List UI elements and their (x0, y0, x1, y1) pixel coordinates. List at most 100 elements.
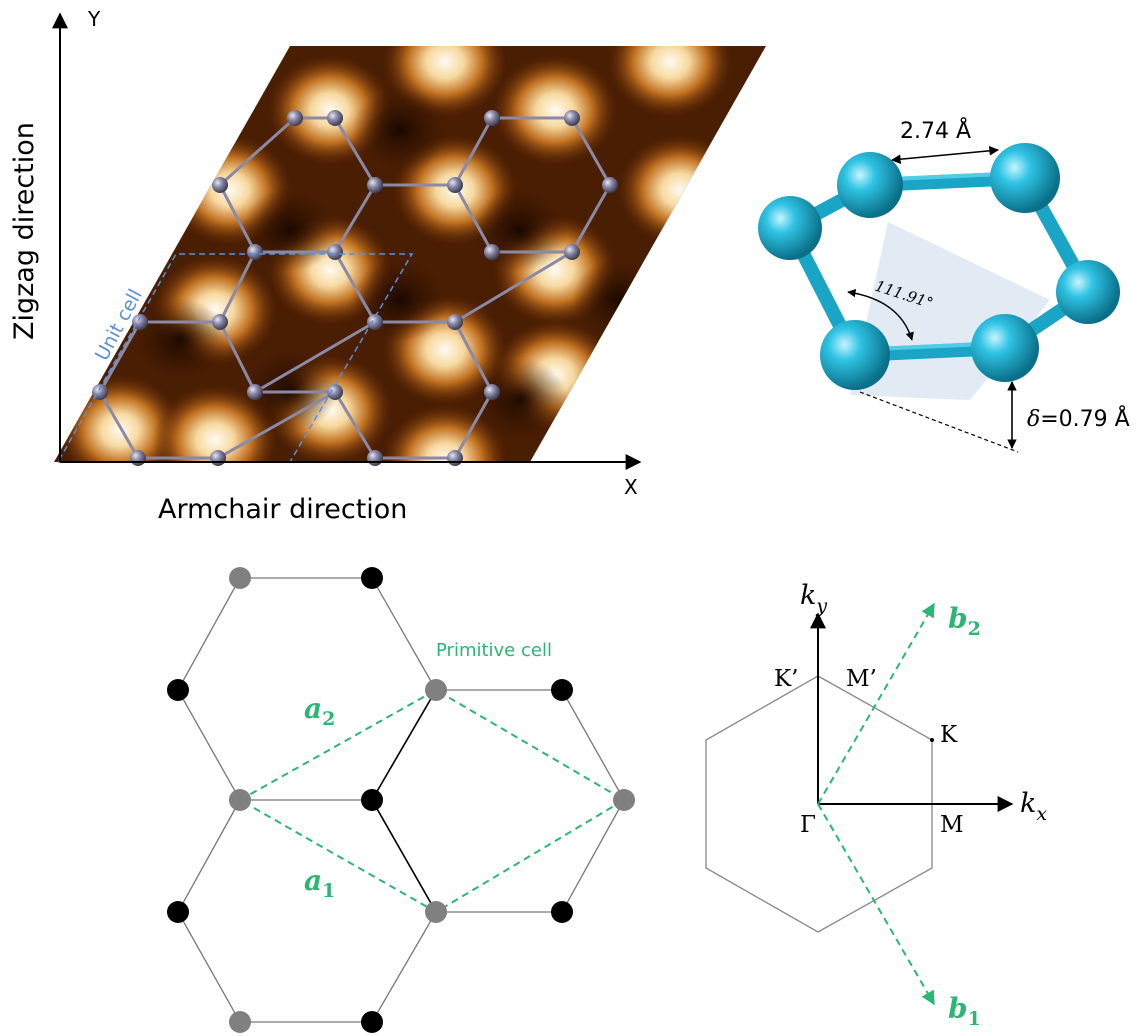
a2-subscript: 2 (322, 708, 335, 730)
central-hexagon-bonds (371, 689, 437, 913)
k-point-label: K (940, 722, 958, 748)
kx-label: kx (1020, 788, 1047, 825)
buckling-reference-line (859, 391, 1019, 453)
atom-black (551, 679, 573, 701)
lattice-bond (453, 117, 494, 186)
lattice-atom (212, 314, 228, 330)
lattice-atom (212, 177, 228, 193)
k-prime-point-label: K’ (774, 666, 799, 692)
stm-bright-spot (493, 55, 617, 165)
stm-bright-spot (153, 385, 277, 462)
gamma-point-label: Γ (800, 812, 816, 838)
stm-lattice-overlay (92, 110, 618, 466)
panel-b-buckled-ring: 2.74 Å 111.91° δ=0.79 Å (758, 117, 1130, 453)
bond-length-arrow (891, 146, 999, 164)
lattice-bond (570, 184, 612, 253)
lattice-atom (327, 244, 343, 260)
lattice-atom (602, 177, 618, 193)
a1-subscript: 1 (322, 880, 335, 902)
lattice-bond (453, 184, 494, 253)
b1-symbol: b (948, 992, 968, 1025)
lattice-atom (247, 244, 263, 260)
lattice-atom (484, 384, 500, 400)
x-axis-label: X (624, 475, 638, 499)
primitive-cell-label: Primitive cell (436, 640, 552, 661)
stm-bright-spot (608, 295, 732, 405)
atom-black (361, 1011, 383, 1033)
atom-black (361, 789, 383, 811)
b1-subscript: 1 (968, 1008, 981, 1030)
atom-black (167, 901, 189, 923)
lattice-atom (447, 314, 463, 330)
stm-dark-spot (472, 188, 568, 272)
lattice-bond (254, 320, 376, 394)
ring-atom (971, 314, 1039, 382)
stm-image (54, 46, 766, 462)
lattice-bond (333, 184, 377, 253)
lattice-atom (210, 450, 226, 466)
lattice-atom (327, 384, 343, 400)
a1-vector-label: a1 (304, 864, 335, 902)
primitive-cell-outline (237, 688, 626, 914)
ring-atom (990, 143, 1060, 213)
lattice-atom (447, 450, 463, 466)
lattice-atom (564, 244, 580, 260)
bond-length-label: 2.74 Å (900, 117, 971, 144)
buckling-label: δ=0.79 Å (1027, 405, 1130, 432)
panel-c-honeycomb: Primitive cell a2 a1 (167, 567, 635, 1033)
lattice-atom (367, 314, 383, 330)
lattice-atom (287, 110, 303, 126)
lattice-bond (333, 251, 377, 323)
lattice-bond (98, 391, 140, 459)
atom-black (361, 567, 383, 589)
lattice-atom (130, 450, 146, 466)
stm-dark-spot (352, 88, 448, 172)
b1-label: b1 (948, 992, 981, 1030)
panel-d-brillouin-zone: ky kx b2 b1 K’ M’ K Γ M (705, 580, 1047, 1030)
atom-gray (613, 789, 635, 811)
lattice-bond (217, 390, 336, 460)
stm-dark-spot (572, 258, 668, 342)
lattice-atom (564, 110, 580, 126)
atom-gray (229, 1011, 251, 1033)
lattice-bond (333, 117, 377, 186)
zigzag-direction-label: Zigzag direction (9, 122, 40, 340)
a2-vector-label: a2 (304, 692, 335, 730)
lattice-atom (367, 450, 383, 466)
y-axis-label: Y (87, 7, 101, 31)
lattice-bond (218, 184, 257, 253)
lattice-bond (453, 321, 494, 393)
ky-label: ky (800, 580, 827, 617)
lattice-atom (484, 110, 500, 126)
lattice-bond (98, 321, 142, 393)
buckling-value: =0.79 Å (1040, 405, 1129, 432)
stm-dark-spot (352, 258, 448, 342)
atom-gray (425, 901, 447, 923)
m-point-label: M (940, 812, 964, 838)
lattice-atom (247, 384, 263, 400)
lattice-atom (447, 177, 463, 193)
atom-gray (229, 567, 251, 589)
stm-bright-spot (618, 135, 742, 245)
lattice-bond (219, 116, 296, 187)
ring-atom (758, 196, 822, 260)
armchair-direction-label: Armchair direction (158, 494, 407, 525)
kx-symbol: k (1020, 788, 1036, 819)
atom-black (167, 679, 189, 701)
bond-angle-arc (847, 289, 914, 341)
lattice-bond (333, 391, 377, 459)
stm-bright-spot (383, 46, 507, 117)
ky-symbol: k (800, 580, 816, 611)
lattice-bond (570, 117, 612, 186)
lattice-bond (454, 250, 573, 324)
lattice-atom (327, 110, 343, 126)
b2-vector-arrow (817, 602, 935, 805)
lattice-bond (453, 391, 494, 459)
ring-atom (837, 152, 903, 218)
b2-label: b2 (948, 602, 981, 640)
m-prime-point-label: M’ (846, 666, 877, 692)
lattice-atom (367, 177, 383, 193)
buckling-symbol: δ (1027, 407, 1040, 432)
b2-symbol: b (948, 602, 968, 635)
